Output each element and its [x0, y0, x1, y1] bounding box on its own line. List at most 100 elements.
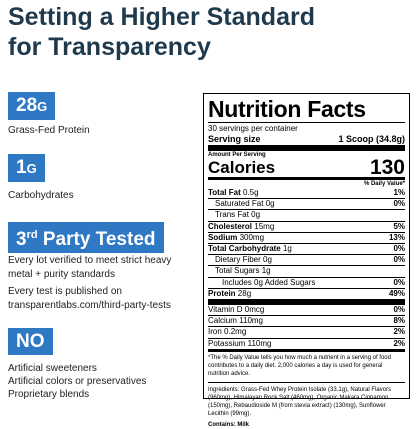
nutrient-label: Cholesterol	[208, 221, 253, 231]
caption: Proprietary blends	[8, 389, 90, 400]
nutrient-amount: 110mg	[239, 316, 264, 326]
caption: Carbohydrates	[8, 190, 74, 201]
badge-value: NO	[16, 331, 45, 352]
nutrient: Saturated Fat 0g	[208, 199, 275, 209]
daily-value: 1%	[393, 188, 405, 197]
contains: Contains: Milk	[208, 421, 250, 428]
nutrient-label: Total Fat	[208, 188, 241, 197]
daily-value: 0%	[393, 255, 405, 265]
amount-label: Amount Per Serving	[208, 152, 266, 158]
caption: Every lot verified to meet strict heavy …	[8, 255, 172, 280]
dv-header: % Daily Value*	[363, 181, 405, 187]
daily-value: 0%	[393, 277, 405, 287]
servings: 30 servings per container	[208, 124, 298, 133]
nutrient-row: Iron 0.2mg 2%	[208, 326, 405, 337]
daily-value: 49%	[388, 288, 405, 298]
nutrient-amount: 0g	[251, 210, 261, 220]
nutrient-label: Total Carbohydrate	[208, 244, 281, 254]
nutrient-row: Includes 0g Added Sugars 0%	[208, 276, 405, 288]
nutrient-label: Potassium	[208, 338, 246, 348]
nutrient-row: Total Sugars 1g	[208, 265, 405, 276]
label: Calories	[208, 158, 276, 177]
nutrient: Total Carbohydrate 1g	[208, 244, 292, 254]
footnote: *The % Daily Value tells you how much a …	[208, 348, 405, 378]
nutrient-amount: 0g	[263, 255, 272, 265]
badge: 1G	[8, 154, 45, 182]
nutrient-label: Vitamin D	[208, 305, 243, 315]
daily-value: 2%	[393, 327, 405, 337]
badge-value: 1	[16, 157, 27, 178]
nutrient-label: Iron	[208, 327, 222, 337]
nutrient-label: Sodium	[208, 232, 238, 242]
nutrient-amount: 0.5g	[242, 188, 259, 197]
nutrient: Trans Fat 0g	[208, 210, 260, 220]
nutrient-amount: 110mg	[247, 338, 272, 348]
daily-value: 5%	[393, 221, 405, 231]
nutrient-amount: 15mg	[254, 221, 275, 231]
badge-suffix: rd	[26, 229, 38, 241]
nf-title: Nutrition Facts	[208, 96, 405, 123]
nutrient: Total Sugars 1g	[208, 266, 271, 276]
nutrient: Sodium 300mg	[208, 233, 264, 243]
nutrient-amount: 0g	[265, 199, 275, 209]
badge-value: 3	[16, 229, 27, 250]
nutrient-amount: 0g Added Sugars	[254, 277, 316, 287]
vitamin-rows: Vitamin D 0mcg 0% Calcium 110mg 8% Iron 0.2m…	[208, 299, 405, 349]
nutrient-row: Vitamin D 0mcg 0%	[208, 305, 405, 315]
nutrient: Potassium 110mg	[208, 339, 271, 349]
badge-value: 28	[16, 95, 38, 116]
nutrition-facts: Nutrition Facts 30 servings per containe…	[203, 93, 410, 428]
nutrient: Includes 0g Added Sugars	[208, 278, 315, 288]
badge: 28G	[8, 92, 56, 120]
page: Setting a Higher Standard for Transparen…	[8, 3, 410, 428]
badge-unit: G	[37, 99, 48, 114]
badge: NO	[8, 328, 53, 355]
nutrient: Total Fat 0.5g	[208, 188, 259, 198]
nutrient-amount: 0.2mg	[224, 327, 247, 337]
nutrient-row: Calcium 110mg 8%	[208, 315, 405, 326]
nutrient: Dietary Fiber 0g	[208, 255, 272, 265]
caption: Artificial colors or preservatives	[8, 376, 147, 387]
caption: Grass-Fed Protein	[8, 125, 90, 136]
nutrient-row: Dietary Fiber 0g 0%	[208, 254, 405, 265]
serving-size: Serving size 1 Scoop (34.8g)	[208, 134, 405, 145]
nutrient-amount: 300mg	[239, 232, 265, 242]
nutrient-amount: 1g	[282, 244, 292, 254]
nutrient-row: Potassium 110mg 2%	[208, 337, 405, 349]
daily-value: 13%	[388, 232, 405, 242]
nutrient-label: Total Sugars	[215, 266, 260, 276]
nutrient-label: Protein	[208, 288, 236, 298]
badge-unit: G	[26, 161, 37, 176]
value: 1 Scoop (34.8g)	[338, 134, 405, 144]
nutrient-rows: Total Fat 0.5g 1% Saturated Fat 0g 0% Trans …	[208, 188, 405, 299]
nutrient-row: Sodium 300mg 13%	[208, 231, 405, 243]
nutrient: Calcium 110mg	[208, 316, 263, 326]
nutrient: Iron 0.2mg	[208, 327, 246, 337]
nutrient: Cholesterol 15mg	[208, 222, 274, 232]
nutrient-label: Trans Fat	[215, 210, 249, 220]
badge: 3rd Party Tested	[8, 222, 164, 253]
daily-value: 0%	[393, 199, 405, 209]
nutrient-amount: 0mcg	[244, 305, 265, 315]
caption: Every test is published on transparentla…	[8, 286, 171, 311]
calories: Calories 130	[208, 156, 405, 179]
nutrient-label: Includes	[222, 277, 252, 287]
nutrient: Protein 28g	[208, 289, 251, 299]
nutrient-amount: 28g	[237, 288, 252, 298]
label: Serving size	[208, 134, 261, 144]
nutrient-row: Saturated Fat 0g 0%	[208, 198, 405, 209]
nutrient-label: Saturated Fat	[215, 199, 264, 209]
badge-text: Party Tested	[42, 229, 156, 250]
nutrient-amount: 1g	[261, 266, 271, 276]
nutrient-row: Total Fat 0.5g 1%	[208, 188, 405, 198]
value: 130	[369, 156, 405, 179]
daily-value: 8%	[393, 316, 405, 326]
nutrient-row: Protein 28g 49%	[208, 287, 405, 299]
nutrient-row: Cholesterol 15mg 5%	[208, 220, 405, 232]
nutrient-row: Trans Fat 0g	[208, 209, 405, 220]
nutrient-label: Dietary Fiber	[215, 255, 261, 265]
daily-value: 0%	[393, 244, 405, 254]
daily-value: 2%	[393, 338, 405, 348]
nutrient-label: Calcium	[208, 316, 237, 326]
daily-value: 0%	[393, 305, 405, 315]
